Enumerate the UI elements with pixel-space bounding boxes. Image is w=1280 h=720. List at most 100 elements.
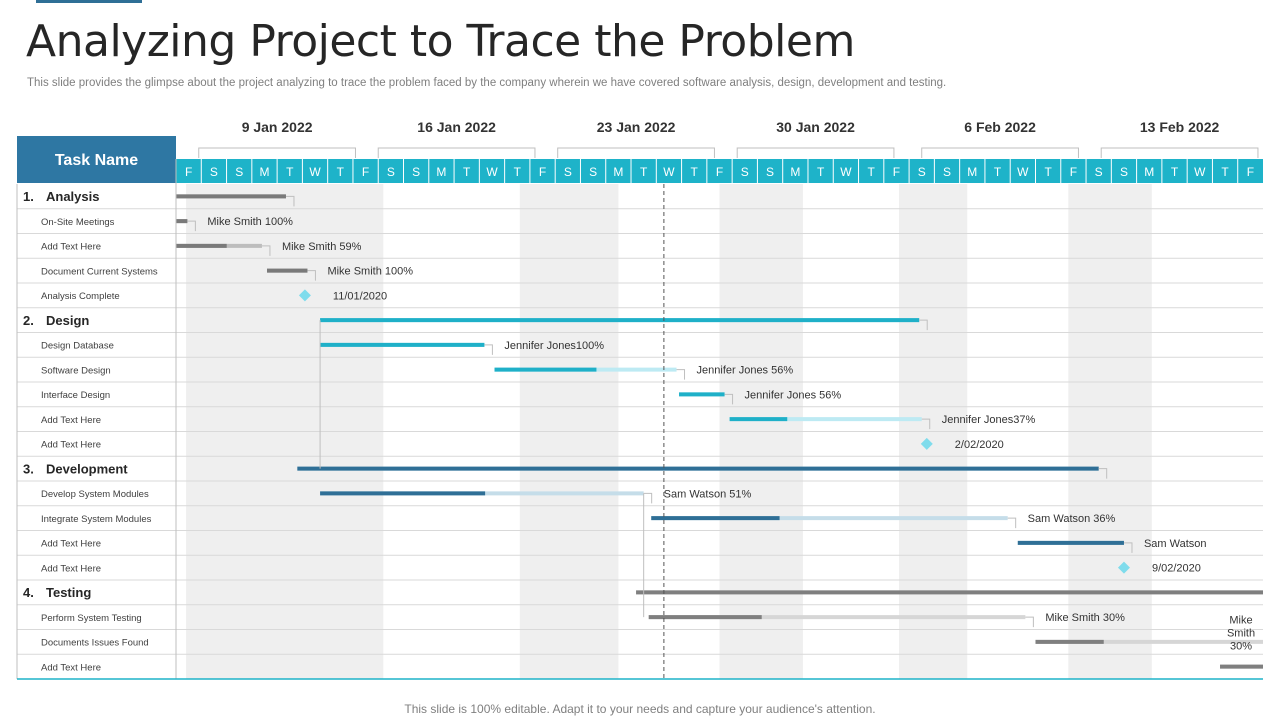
page-subtitle: This slide provides the glimpse about th… [27,77,947,89]
task-label: Sam Watson 36% [1028,513,1116,525]
day-label: T [1044,165,1052,179]
dependency-arrow [919,319,928,331]
task-label: 30% [1230,641,1252,653]
task-label: Smith [1227,628,1255,640]
day-label: S [387,165,395,179]
day-label: M [259,165,269,179]
task-name: Software Design [41,365,111,376]
task-bar-progress [297,466,1099,471]
day-label: M [436,165,446,179]
day-label: W [486,165,498,179]
task-name: Develop System Modules [41,489,149,500]
task-name: Integrate System Modules [41,514,152,525]
dependency-arrow [261,245,271,256]
day-label: F [893,165,900,179]
day-label: T [514,165,522,179]
day-label: T [1221,165,1229,179]
group-name: Design [46,313,89,328]
task-bar-progress [176,243,227,248]
dependency-arrow [643,492,653,504]
day-label: T [868,165,876,179]
task-bar-progress [729,417,788,422]
task-name-header-label: Task Name [55,152,138,169]
dependency-arrow [1123,542,1133,553]
dependency-arrow [676,369,686,380]
day-label: F [716,165,723,179]
milestone-label: 9/02/2020 [1152,563,1201,575]
day-label: S [741,165,749,179]
task-label: Mike Smith 100% [207,216,293,228]
day-label: W [663,165,675,179]
week-label: 6 Feb 2022 [964,119,1036,135]
group-name: Development [46,461,128,476]
day-label: T [463,165,471,179]
day-label: T [994,165,1002,179]
week-label: 13 Feb 2022 [1140,119,1220,135]
week-bracket [198,147,356,158]
week-label: 23 Jan 2022 [597,119,676,135]
task-bar-progress [494,367,597,372]
task-bar-progress [176,219,188,224]
day-label: W [840,165,852,179]
day-label: S [235,165,243,179]
task-label: Mike Smith 100% [327,266,413,278]
day-label: T [691,165,699,179]
task-name: Add Text Here [41,440,101,451]
day-label: T [640,165,648,179]
task-label: Sam Watson 51% [664,488,752,500]
task-name: Document Current Systems [41,266,158,277]
dependency-arrow [1098,468,1108,479]
task-bar-progress [320,342,485,347]
day-label: S [589,165,597,179]
day-label: W [1017,165,1029,179]
week-label: 30 Jan 2022 [776,119,855,135]
day-label: S [918,165,926,179]
dependency-arrow [285,195,295,207]
task-bar-progress [176,194,286,199]
day-label: T [286,165,294,179]
task-name: Add Text Here [41,662,101,673]
group-number: 4. [23,585,34,600]
gantt-chart: Task Name F S S M T W T F S S M T W T F S S M T W T F S S M T W T F S S… [16,119,1263,680]
day-label: T [337,165,345,179]
day-label: M [1144,165,1154,179]
accent-bar [36,0,142,3]
group-number: 3. [23,461,34,476]
task-name-header [17,136,176,183]
day-label: M [967,165,977,179]
day-label: M [613,165,623,179]
task-name: Add Text Here [41,539,101,550]
day-label: S [1095,165,1103,179]
day-label: S [412,165,420,179]
task-bar-progress [320,491,486,496]
day-label: W [1194,165,1206,179]
task-bar-remaining [1035,639,1263,644]
task-label: Jennifer Jones37% [942,414,1036,426]
task-bar-remaining [648,615,1026,620]
day-label: F [539,165,546,179]
task-name: Documents Issues Found [41,638,149,649]
task-bar-progress [648,615,762,620]
task-bar-remaining [729,417,922,422]
task-bar-progress [1220,664,1263,669]
task-name: Design Database [41,341,114,352]
day-label: S [564,165,572,179]
milestone-diamond [920,437,933,450]
week-bracket [557,147,715,158]
day-label: T [1171,165,1179,179]
milestone-label: 11/01/2020 [333,290,387,302]
task-name: Add Text Here [41,242,101,253]
task-bar-progress [679,392,725,397]
day-label: T [817,165,825,179]
milestone-diamond [1117,561,1130,574]
footer-note: This slide is 100% editable. Adapt it to… [404,702,876,716]
week-bracket [921,147,1079,158]
dependency-arrow [484,344,493,355]
day-label: S [210,165,218,179]
dependency-arrow [1025,616,1034,628]
task-label: Jennifer Jones 56% [697,365,794,377]
task-name: Analysis Complete [41,291,120,302]
task-bar-progress [1035,639,1104,644]
group-name: Testing [46,585,91,600]
task-label: Jennifer Jones100% [504,340,604,352]
